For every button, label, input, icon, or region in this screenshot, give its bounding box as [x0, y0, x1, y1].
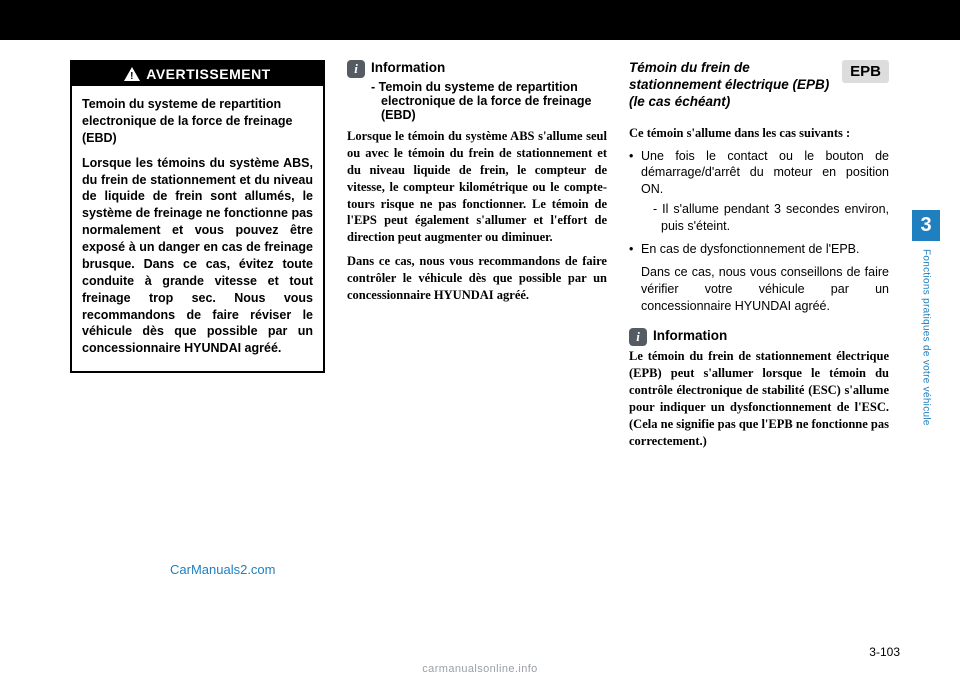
warning-text: Lorsque les témoins du système ABS, du f…: [82, 155, 313, 358]
manual-page: ! AVERTISSEMENT Temoin du systeme de rep…: [0, 0, 960, 677]
col3-header-row: Témoin du frein de stationnement électri…: [629, 60, 889, 111]
list-item: Une fois le contact ou le bouton de déma…: [629, 148, 889, 235]
info-icon: i: [347, 60, 365, 78]
col3-list: Une fois le contact ou le bouton de déma…: [629, 148, 889, 258]
warning-subhead: Temoin du systeme de repartition electro…: [82, 96, 313, 147]
info1-p2: Dans ce cas, nous vous recommandons de f…: [347, 253, 607, 304]
watermark: CarManuals2.com: [170, 562, 276, 577]
warning-triangle-icon: !: [124, 67, 140, 81]
col3-b2: En cas de dysfonctionnement de l'EPB.: [641, 242, 860, 256]
column-3: Témoin du frein de stationnement électri…: [629, 60, 889, 457]
info1-body: Lorsque le témoin du système ABS s'allum…: [347, 128, 607, 304]
col3-b2after: Dans ce cas, nous vous conseillons de fa…: [629, 264, 889, 315]
warning-box: ! AVERTISSEMENT Temoin du systeme de rep…: [70, 60, 325, 373]
info2-body: Le témoin du frein de stationnement élec…: [629, 348, 889, 449]
svg-text:!: !: [130, 71, 134, 81]
info2-text: Le témoin du frein de stationnement élec…: [629, 348, 889, 449]
col3-b1sub: - Il s'allume pendant 3 secondes environ…: [641, 201, 889, 235]
footer-site: carmanualsonline.info: [0, 663, 960, 675]
info1-label: Information: [371, 60, 445, 75]
info1-p1: Lorsque le témoin du système ABS s'allum…: [347, 128, 607, 246]
list-item: En cas de dysfonctionnement de l'EPB.: [629, 241, 889, 258]
col3-lead: Ce témoin s'allume dans les cas suivants…: [629, 125, 889, 142]
warning-label: AVERTISSEMENT: [146, 66, 270, 82]
info1-header: i Information: [347, 60, 607, 78]
page-number: 3-103: [869, 645, 900, 659]
info-icon: i: [629, 328, 647, 346]
col3-body: Ce témoin s'allume dans les cas suivants…: [629, 125, 889, 315]
info2-header: i Information: [629, 328, 889, 346]
side-chapter-number: 3: [912, 210, 940, 241]
column-2: i Information - Temoin du systeme de rep…: [347, 60, 607, 457]
warning-header: ! AVERTISSEMENT: [72, 62, 323, 86]
col3-b1: Une fois le contact ou le bouton de déma…: [641, 149, 889, 197]
col3-title: Témoin du frein de stationnement électri…: [629, 60, 832, 111]
epb-badge: EPB: [842, 60, 889, 83]
side-tab: 3 Fonctions pratiques de votre véhicule: [912, 210, 940, 426]
side-chapter-label: Fonctions pratiques de votre véhicule: [921, 249, 932, 426]
top-black-bar: [0, 0, 960, 40]
info2-label: Information: [653, 328, 727, 343]
column-1: ! AVERTISSEMENT Temoin du systeme de rep…: [70, 60, 325, 457]
warning-body: Temoin du systeme de repartition electro…: [72, 86, 323, 371]
content-columns: ! AVERTISSEMENT Temoin du systeme de rep…: [70, 60, 910, 457]
info1-sub: - Temoin du systeme de repartition elect…: [371, 80, 607, 122]
